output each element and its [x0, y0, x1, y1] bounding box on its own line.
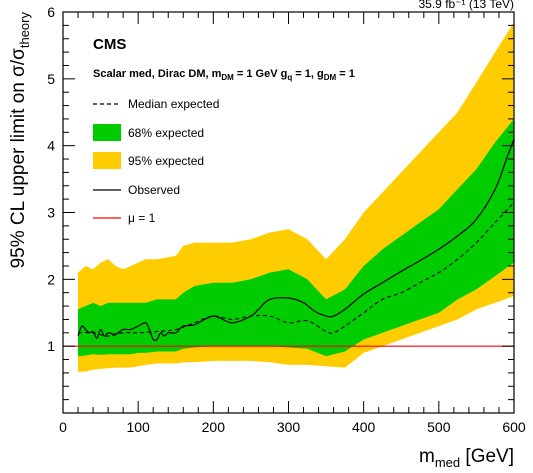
median-expected-line: [77, 202, 515, 337]
y-tick-label: 3: [47, 205, 55, 221]
legend-68-swatch: [93, 124, 121, 141]
ticks-layer: 0 100 200 300 400 500 600 1 2 3 4 5 6: [47, 4, 526, 435]
x-axis-title: mmed [GeV]: [419, 446, 514, 470]
legend: Median expected 68% expected 95% expecte…: [93, 97, 219, 225]
legend-observed-label: Observed: [128, 183, 180, 197]
legend-68-label: 68% expected: [128, 126, 204, 140]
y-tick-label: 2: [47, 271, 55, 287]
x-tick-label: 300: [277, 419, 301, 435]
x-tick-label: 200: [202, 419, 226, 435]
legend-median-label: Median expected: [128, 97, 219, 111]
band-68-expected: [78, 118, 514, 357]
chart-title: CMS: [93, 36, 126, 53]
observed-line: [77, 138, 515, 342]
x-tick-label: 500: [427, 419, 451, 435]
luminosity-label: 35.9 fb⁻¹ (13 TeV): [419, 0, 515, 11]
lines-layer: [63, 138, 515, 347]
y-tick-label: 6: [47, 4, 55, 20]
y-axis-title: 95% CL upper limit on σ/σtheory: [8, 12, 32, 269]
legend-95-label: 95% expected: [128, 154, 204, 168]
y-tick-label: 4: [47, 138, 55, 154]
x-tick-label: 100: [126, 419, 150, 435]
bands-layer: [78, 22, 514, 372]
x-tick-label: 600: [502, 419, 526, 435]
legend-mu-label: μ = 1: [128, 211, 156, 225]
legend-95-swatch: [93, 152, 121, 169]
x-tick-label: 400: [352, 419, 376, 435]
x-tick-label: 0: [59, 419, 67, 435]
y-tick-label: 1: [47, 338, 55, 354]
y-tick-label: 5: [47, 71, 55, 87]
chart-subtitle: Scalar med, Dirac DM, mDM = 1 GeV gq = 1…: [93, 68, 355, 82]
